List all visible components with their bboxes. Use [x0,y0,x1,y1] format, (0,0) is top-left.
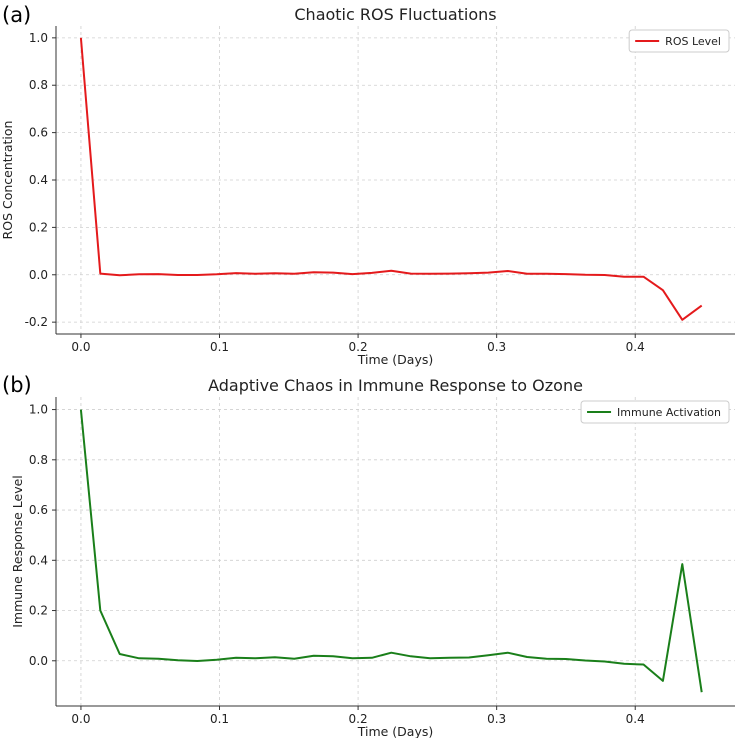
tick-labels-a: 0.0 0.1 0.2 0.3 0.4 -0.2 0.0 0.2 0.4 0.6 0.8 1.0 [25,31,645,354]
x-tick-label: 0.4 [626,712,645,726]
chart-title-a: Chaotic ROS Fluctuations [294,5,496,24]
chart-panel-a: (a) Chaotic ROS Fluctuations 0.0 0.1 0.2 0.… [0,3,735,367]
legend-box-a [628,29,730,53]
grid-lines-a [56,26,735,334]
legend-a: ROS Level [628,29,730,53]
y-tick-label: -0.2 [25,315,48,329]
x-tick-label: 0.2 [349,712,368,726]
panel-label-b: (b) [2,373,32,397]
legend-b: Immune Activation [580,400,730,424]
y-tick-label: 1.0 [29,31,48,45]
legend-entry-ros-level: ROS Level [665,35,721,48]
y-tick-label: 0.0 [29,268,48,282]
y-tick-label: 0.8 [29,453,48,467]
x-tick-label: 0.4 [626,340,645,354]
axes-b [52,397,735,710]
y-tick-label: 0.2 [29,220,48,234]
x-tick-label: 0.3 [487,340,506,354]
chart-panel-b: (b) Adaptive Chaos in Immune Response to… [2,373,735,738]
y-tick-label: 1.0 [29,403,48,417]
y-tick-label: 0.6 [29,126,48,140]
y-tick-label: 0.2 [29,604,48,618]
legend-entry-immune-activation: Immune Activation [617,406,721,419]
y-tick-label: 0.6 [29,503,48,517]
x-tick-label: 0.0 [71,340,90,354]
x-axis-label-b: Time (Days) [357,724,434,738]
y-tick-label: 0.8 [29,78,48,92]
chart-title-b: Adaptive Chaos in Immune Response to Ozo… [208,376,583,395]
y-axis-label-b: Immune Response Level [10,475,25,628]
axes-a [52,26,735,338]
y-tick-label: 0.0 [29,654,48,668]
series-line [79,409,703,693]
panel-label-a: (a) [2,3,31,27]
x-tick-label: 0.3 [487,712,506,726]
legend-box-b [580,400,730,424]
series-line [79,37,703,321]
series-layer-b [79,409,703,693]
x-tick-label: 0.2 [349,340,368,354]
y-tick-label: 0.4 [29,173,48,187]
x-tick-label: 0.1 [210,712,229,726]
y-axis-label-a: ROS Concentration [0,121,15,240]
y-tick-label: 0.4 [29,553,48,567]
x-tick-label: 0.0 [71,712,90,726]
tick-labels-b: 0.0 0.1 0.2 0.3 0.4 0.0 0.2 0.4 0.6 0.8 1.0 [29,403,645,726]
x-tick-label: 0.1 [210,340,229,354]
x-axis-label-a: Time (Days) [357,352,434,367]
series-layer-a [79,37,703,321]
